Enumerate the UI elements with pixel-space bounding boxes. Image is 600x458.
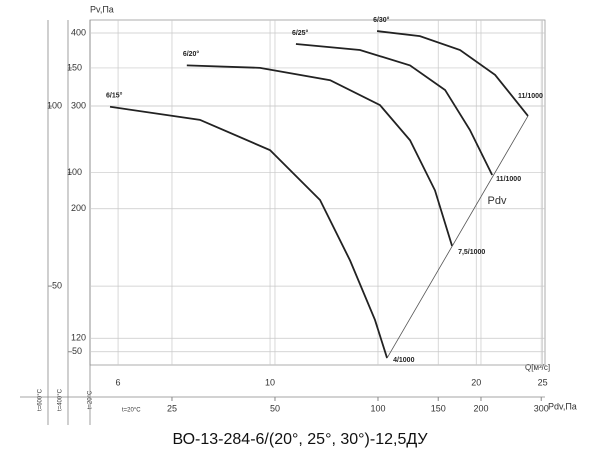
y-tick-label: 120 [71, 333, 86, 343]
x-tick-label: 300 [534, 403, 549, 413]
curve-end-label: 4/1000 [393, 357, 415, 364]
y-tick-label: 100 [47, 100, 62, 110]
x-axis-label: Q[м³/с] [525, 363, 550, 372]
x-tick-label: 50 [270, 403, 280, 413]
y-tick-label: 400 [71, 27, 86, 37]
y-tick-label: 200 [71, 203, 86, 213]
y-tick-label: 300 [71, 100, 86, 110]
y-tick-label: 100 [67, 167, 82, 177]
x-tick-label: 20 [471, 377, 481, 387]
x-tick-label: 25 [538, 377, 548, 387]
y-tick-label: 50 [72, 346, 82, 356]
curve-label: 6/30° [373, 16, 390, 24]
pdv-line-label: Pdv [488, 195, 507, 207]
x-tick-label: 100 [370, 403, 385, 413]
plot-frame [89, 19, 546, 366]
curve-end-label: 7,5/1000 [458, 249, 485, 256]
curve-end-label: 11/1000 [496, 176, 521, 183]
extra-y-axis-label: t=400°C [58, 388, 64, 411]
curve [376, 30, 529, 117]
curve-label: 6/15° [106, 92, 123, 100]
curve [186, 64, 453, 247]
curve [295, 43, 493, 176]
x-tick-label: 6 [116, 377, 121, 387]
x-tick-label: 200 [473, 403, 488, 413]
y-axis-label: Pv,Па [90, 4, 114, 14]
pdv-line [386, 115, 529, 359]
curve-end-label: 11/1000 [518, 93, 543, 100]
pdv-temp-label: t=20°C [122, 408, 141, 414]
extra-y-axis-label: t=600°C [38, 388, 44, 411]
pdv-axis-label: Pdv,Па [548, 401, 577, 411]
y-tick-label: 50 [52, 280, 62, 290]
x-tick-label: 150 [431, 403, 446, 413]
chart-title: ВО-13-284-6/(20°, 25°, 30°)-12,5ДУ [172, 431, 428, 448]
y-temp-label: t=20°C [88, 390, 94, 409]
x-tick-label: 25 [167, 403, 177, 413]
x-tick-label: 10 [265, 377, 275, 387]
curve-label: 6/20° [183, 50, 200, 58]
curve [109, 105, 388, 359]
curve-label: 6/25° [292, 29, 309, 37]
y-tick-label: 150 [67, 62, 82, 72]
